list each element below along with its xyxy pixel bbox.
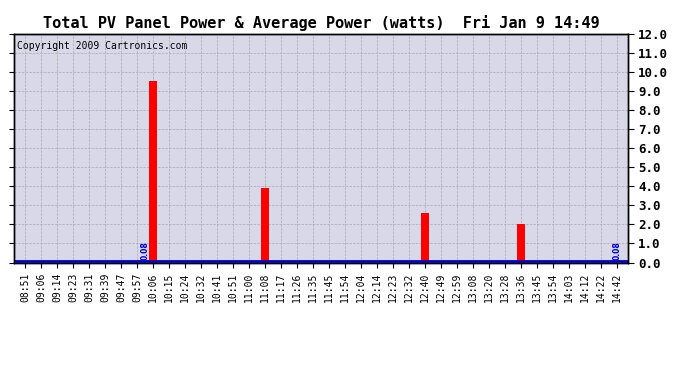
Title: Total PV Panel Power & Average Power (watts)  Fri Jan 9 14:49: Total PV Panel Power & Average Power (wa… bbox=[43, 15, 599, 31]
Text: 0.08: 0.08 bbox=[612, 241, 621, 260]
Text: 0.08: 0.08 bbox=[141, 241, 150, 260]
Text: Copyright 2009 Cartronics.com: Copyright 2009 Cartronics.com bbox=[17, 40, 187, 51]
Bar bbox=[149, 81, 157, 262]
Bar bbox=[517, 224, 525, 262]
Bar bbox=[261, 188, 269, 262]
Bar bbox=[421, 213, 428, 262]
